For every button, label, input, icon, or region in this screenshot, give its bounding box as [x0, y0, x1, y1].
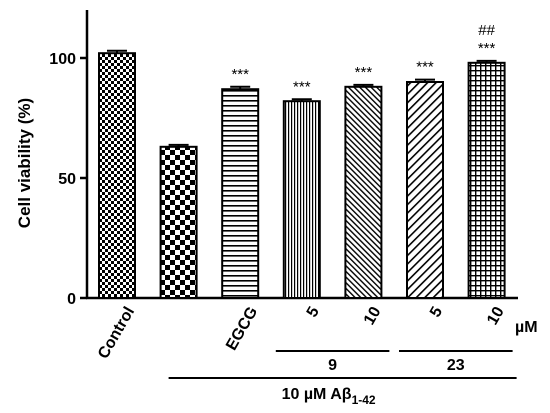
significance-label: ***	[416, 59, 434, 76]
bar	[98, 52, 136, 300]
significance-label-2: ##	[478, 22, 495, 39]
bar	[282, 100, 321, 299]
category-labels: Control EGCG 5 10 5 10	[95, 304, 508, 362]
bar	[467, 61, 506, 299]
bars: ********* ******##	[98, 22, 506, 300]
category-label: Control	[95, 304, 138, 362]
treatment-beta: β	[342, 386, 352, 403]
y-axis-title: Cell viability (%)	[15, 98, 34, 228]
bar	[221, 88, 260, 299]
significance-label: ***	[478, 40, 496, 57]
category-label: 10	[484, 304, 508, 328]
category-label: EGCG	[223, 304, 261, 353]
bar	[406, 81, 444, 299]
unit-label: µM	[515, 319, 538, 336]
category-label: 5	[427, 304, 446, 320]
y-tick-label: 0	[67, 291, 76, 308]
group-brackets: 9 23	[275, 350, 513, 374]
y-tick-label: 50	[58, 171, 76, 188]
group-label: 9	[328, 357, 337, 374]
significance-label: ***	[231, 66, 249, 83]
significance-label: ***	[293, 78, 311, 95]
category-label: 10	[361, 304, 385, 328]
treatment-label: 10 µM Aβ1-42	[282, 386, 376, 407]
bar	[344, 85, 383, 299]
category-label: 5	[304, 304, 323, 320]
y-tick-label: 100	[49, 51, 76, 68]
treatment-prefix: 10 µM A	[282, 386, 343, 403]
bar	[159, 145, 198, 299]
treatment-subscript: 1-42	[352, 393, 376, 407]
significance-label: ***	[355, 64, 373, 81]
y-ticks: 0 50 100	[49, 51, 87, 308]
group-label: 23	[447, 357, 465, 374]
